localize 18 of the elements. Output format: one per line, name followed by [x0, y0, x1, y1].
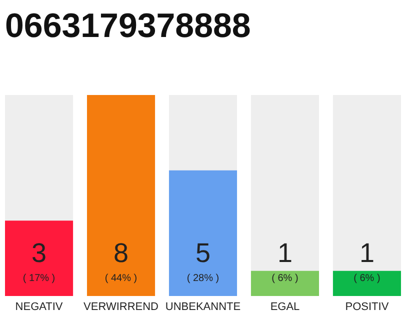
annotation: ( 17% ): [22, 273, 56, 284]
bar: [250, 270, 320, 296]
annotation: ( 6% ): [354, 273, 380, 284]
chart-title: 0663179378888: [5, 7, 251, 45]
data-label: 5: [195, 238, 211, 268]
annotation: ( 44% ): [104, 273, 138, 284]
x-tick-label: EGAL: [270, 300, 300, 313]
annotation: ( 6% ): [272, 273, 298, 284]
bar: [332, 270, 401, 296]
x-tick-label: VERWIRREND: [84, 300, 159, 313]
data-label: 1: [359, 238, 374, 268]
annotation: ( 28% ): [186, 273, 220, 284]
data-label: 8: [113, 238, 129, 268]
x-tick-label: POSITIV: [345, 300, 390, 313]
data-label: 1: [277, 238, 293, 268]
x-tick-label: UNBEKANNTE: [165, 300, 241, 313]
x-tick-label: NEGATIV: [15, 300, 64, 313]
data-label: 3: [32, 238, 47, 268]
